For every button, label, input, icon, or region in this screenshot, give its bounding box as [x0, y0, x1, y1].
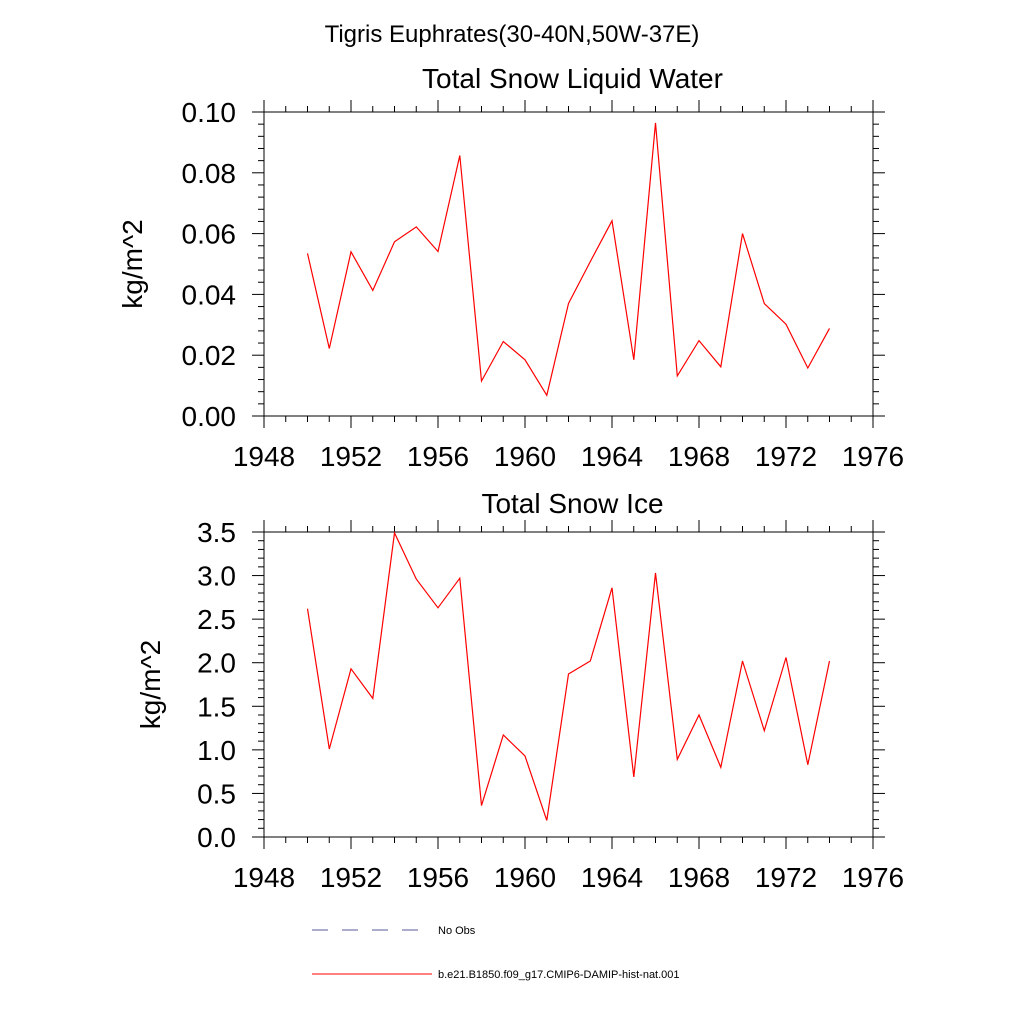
y-tick-label: 2.0 [197, 648, 236, 679]
y-tick-label: 3.5 [197, 517, 236, 548]
x-tick-label: 1972 [755, 441, 817, 472]
y-tick-label: 0.02 [182, 340, 237, 371]
series-line [306, 122, 831, 397]
x-tick-label: 1956 [407, 441, 469, 472]
plot-frame [263, 111, 874, 417]
x-tick-label: 1964 [581, 441, 643, 472]
x-tick-label: 1976 [842, 441, 904, 472]
x-tick-label: 1948 [233, 441, 295, 472]
y-tick-label: 0.04 [182, 279, 237, 310]
x-tick-label: 1948 [233, 862, 295, 893]
x-tick-label: 1960 [494, 862, 556, 893]
x-tick-label: 1960 [494, 441, 556, 472]
chart-title: Total Snow Liquid Water [422, 63, 723, 94]
legend-label-model: b.e21.B1850.f09_g17.CMIP6-DAMIP-hist-nat… [438, 969, 680, 981]
y-tick-label: 0.06 [182, 219, 237, 250]
y-tick-label: 0.08 [182, 158, 237, 189]
y-tick-label: 0.00 [182, 401, 237, 432]
legend: No Obs b.e21.B1850.f09_g17.CMIP6-DAMIP-h… [312, 925, 680, 981]
x-tick-label: 1968 [668, 862, 730, 893]
y-axis-label: kg/m^2 [135, 640, 166, 729]
y-tick-label: 1.5 [197, 691, 236, 722]
x-tick-label: 1952 [320, 441, 382, 472]
y-tick-label: 1.0 [197, 735, 236, 766]
x-tick-label: 1952 [320, 862, 382, 893]
page-title: Tigris Euphrates(30-40N,50W-37E) [325, 21, 700, 48]
x-tick-label: 1968 [668, 441, 730, 472]
chart-title: Total Snow Ice [481, 488, 663, 519]
x-tick-label: 1956 [407, 862, 469, 893]
x-tick-label: 1964 [581, 862, 643, 893]
y-axis-label: kg/m^2 [117, 219, 148, 308]
y-tick-label: 0.5 [197, 778, 236, 809]
y-tick-label: 0.0 [197, 822, 236, 853]
plot-frame [263, 531, 874, 838]
y-tick-label: 2.5 [197, 604, 236, 635]
series-line [306, 530, 831, 821]
legend-label-no-obs: No Obs [438, 925, 476, 937]
x-tick-label: 1972 [755, 862, 817, 893]
chart-panel-1: Total Snow Liquid Water kg/m^2 1948 1952 195… [117, 63, 904, 472]
y-tick-label: 0.10 [182, 97, 237, 128]
y-tick-label: 3.0 [197, 561, 236, 592]
x-tick-label: 1976 [842, 862, 904, 893]
chart-panel-2: Total Snow Ice kg/m^2 1948 1952 1956 1960 1964… [135, 488, 904, 893]
